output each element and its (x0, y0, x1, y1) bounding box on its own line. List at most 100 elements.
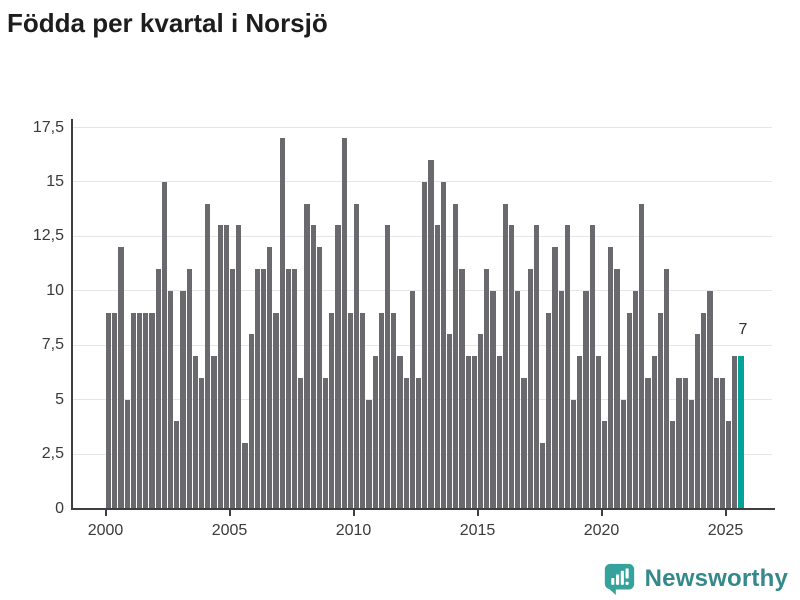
bar (329, 312, 335, 509)
bar (137, 312, 143, 509)
bar (211, 356, 217, 509)
y-gridline (72, 453, 772, 455)
y-tick-label: 5 (55, 390, 64, 408)
bar (521, 377, 527, 509)
bar (540, 443, 546, 509)
bar (502, 203, 508, 509)
bar (465, 356, 471, 509)
y-gridline (72, 399, 772, 401)
bar (149, 312, 155, 509)
bar (261, 269, 267, 509)
bar (118, 247, 124, 509)
bar (664, 269, 670, 509)
bar (248, 334, 254, 509)
bar (589, 225, 595, 509)
bar (552, 247, 558, 509)
x-tick-mark (104, 510, 107, 516)
bar (726, 421, 732, 509)
bar (695, 334, 701, 509)
x-tick-mark (600, 510, 603, 516)
bar (341, 138, 347, 509)
bar (490, 290, 496, 509)
bar (484, 269, 490, 509)
bar (143, 312, 149, 509)
bar (298, 377, 304, 509)
bar (174, 421, 180, 509)
bar (130, 312, 136, 509)
bar (447, 334, 453, 509)
x-tick-label: 2020 (583, 521, 620, 539)
bar (409, 290, 415, 509)
bar (583, 290, 589, 509)
bar (657, 312, 663, 509)
bar (676, 377, 682, 509)
bar (186, 269, 192, 509)
bar (366, 399, 372, 509)
newsworthy-logo[interactable]: Newsworthy (603, 562, 788, 595)
newsworthy-logo-icon (603, 562, 636, 595)
bar (304, 203, 310, 509)
x-tick-mark (228, 510, 231, 516)
bar (608, 247, 614, 509)
y-axis-line (71, 119, 73, 510)
bar (651, 356, 657, 509)
bar (124, 399, 130, 509)
bar (595, 356, 601, 509)
bar (564, 225, 570, 509)
bar (267, 247, 273, 509)
bar (372, 356, 378, 509)
bar (496, 356, 502, 509)
bar (713, 377, 719, 509)
bar (577, 356, 583, 509)
bar (254, 269, 260, 509)
y-tick-label: 12,5 (32, 227, 64, 245)
bar (335, 225, 341, 509)
bar (385, 225, 391, 509)
x-tick-mark (476, 510, 479, 516)
bar (434, 225, 440, 509)
bar (155, 269, 161, 509)
bar (403, 377, 409, 509)
bar (223, 225, 229, 509)
bar (397, 356, 403, 509)
bar (168, 290, 174, 509)
y-tick-label: 2,5 (41, 445, 64, 463)
bar (106, 312, 112, 509)
y-gridline (72, 290, 772, 292)
bar (732, 356, 738, 509)
x-tick-label: 2000 (87, 521, 124, 539)
bar (310, 225, 316, 509)
bar (428, 160, 434, 509)
bar (533, 225, 539, 509)
bar (639, 203, 645, 509)
bar (670, 421, 676, 509)
y-gridline (72, 344, 772, 346)
bar (273, 312, 279, 509)
bar (242, 443, 248, 509)
y-gridline (72, 127, 772, 128)
y-tick-label: 17,5 (32, 118, 64, 136)
bar (161, 181, 167, 509)
bar (440, 181, 446, 509)
x-tick-label: 2005 (211, 521, 248, 539)
bar (471, 356, 477, 509)
bar (217, 225, 223, 509)
bar-value-label: 7 (738, 321, 748, 338)
bar (230, 269, 236, 509)
bar (453, 203, 459, 509)
bar (279, 138, 285, 509)
bar (602, 421, 608, 509)
bar (378, 312, 384, 509)
bar (236, 225, 242, 509)
x-tick-mark (352, 510, 355, 516)
page-title: Födda per kvartal i Norsjö (7, 8, 328, 38)
bar (292, 269, 298, 509)
bar (285, 269, 291, 509)
newsworthy-logo-text: Newsworthy (644, 564, 788, 592)
bar (515, 290, 521, 509)
y-tick-label: 0 (55, 499, 64, 517)
x-axis-line (71, 508, 775, 510)
bar (416, 377, 422, 509)
bar (180, 290, 186, 509)
bar (112, 312, 118, 509)
